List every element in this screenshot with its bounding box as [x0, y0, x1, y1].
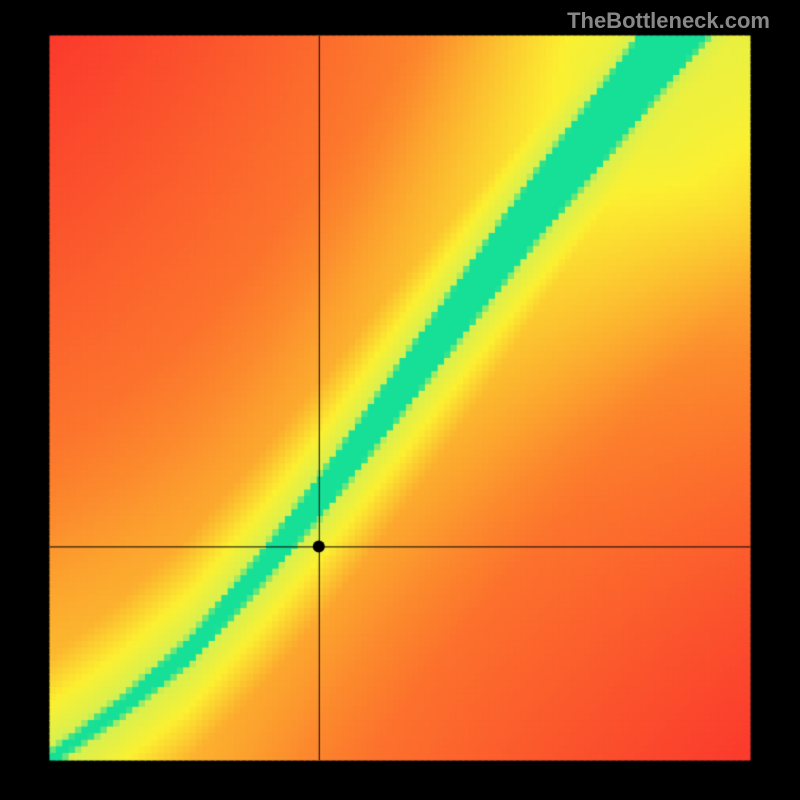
chart-container: TheBottleneck.com	[0, 0, 800, 800]
watermark-text: TheBottleneck.com	[567, 8, 770, 34]
heatmap-canvas	[0, 0, 800, 800]
